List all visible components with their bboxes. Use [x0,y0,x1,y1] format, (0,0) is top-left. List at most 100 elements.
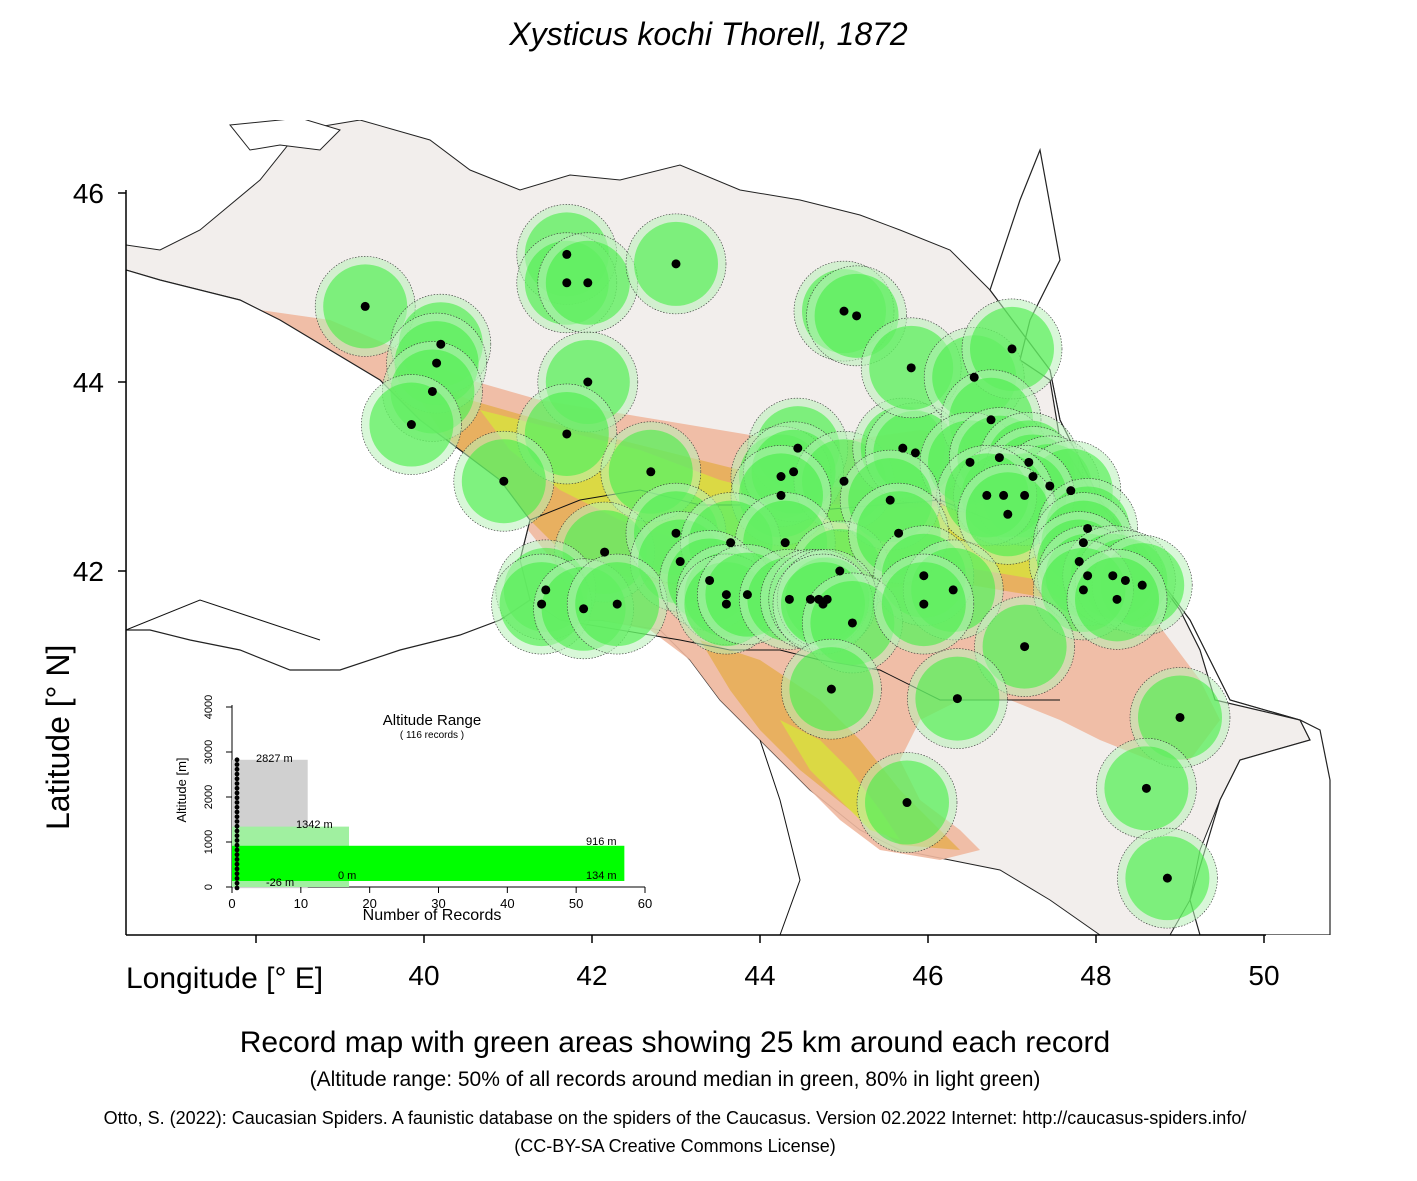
record-dot [1074,557,1084,567]
inset-x-tick-label: 10 [294,896,308,911]
y-tick-label: 46 [73,178,104,209]
inset-x-tick-label: 50 [569,896,583,911]
inset-dot [234,885,240,891]
record-dot [1007,344,1017,354]
inset-dot [234,757,240,763]
inset-dot [234,762,240,767]
x-tick-label: 42 [576,960,607,991]
inset-dot [234,766,240,772]
record-dot [562,249,572,259]
record-dot [776,472,786,481]
x-tick-label: 50 [1248,960,1279,991]
x-tick-label: 46 [912,960,943,991]
x-tick-label: 40 [408,960,439,991]
record-dot [898,443,908,453]
label-min: -26 m [266,877,294,889]
record-dot [969,372,979,382]
record-dot [1020,490,1030,500]
inset-dot [234,876,240,881]
record-dot [671,528,681,538]
label-max: 2827 m [256,753,293,765]
inset-bars [232,757,625,891]
label-p80-low: 0 m [338,870,356,882]
record-dot [671,259,681,269]
record-dot [675,557,685,567]
record-dot [885,495,895,505]
record-dot [826,684,836,694]
record-dots [360,249,1185,883]
inset-dot [234,776,240,782]
record-dot [839,306,849,316]
record-dot [793,443,803,453]
record-dot [994,453,1004,463]
inset-subtitle: ( 116 records ) [400,730,464,741]
x-tick-label: 44 [744,960,775,991]
inset-y-tick-label: 3000 [203,740,215,764]
record-dot [1066,486,1076,496]
inset-dot [234,847,240,853]
record-dot [948,585,958,595]
latitude-axis-label: Latitude [° N] [40,644,76,830]
record-dot [612,599,622,609]
inset-dot [234,785,240,791]
record-dot [847,618,857,628]
map-title: Xysticus kochi Thorell, 1872 [509,16,908,52]
record-dot [436,339,446,349]
record-dot [982,490,992,500]
record-dot [1045,481,1055,491]
record-dot [541,585,551,595]
record-dot [432,358,442,368]
record-dot [562,278,572,288]
inset-dot [234,852,240,858]
label-p50-high: 916 m [586,836,617,848]
caption-main: Record map with green areas showing 25 k… [239,1026,1111,1059]
record-dot [1078,585,1088,595]
record-dot [427,386,437,396]
inset-dot [234,833,240,839]
record-dot [835,566,845,576]
record-dot [1028,472,1038,481]
inset-dot [234,795,240,801]
x-tick-label: 48 [1080,960,1111,991]
label-p80-high: 1342 m [296,819,333,831]
record-dot [910,448,920,458]
record-dot [919,599,929,609]
record-dot [776,490,786,500]
label-p50-low: 134 m [586,870,617,882]
record-dot [1083,571,1093,581]
inset-dot [234,781,240,786]
inset-dot [234,771,240,777]
inset-dot [234,814,240,820]
record-dot [780,538,790,548]
record-dot [537,599,547,609]
inset-dot [234,809,240,815]
record-dot [406,420,416,430]
record-dot [1083,523,1093,533]
record-dot [583,377,593,387]
record-dot [1120,575,1130,585]
record-dot [839,476,849,486]
inset-x-tick-label: 40 [500,896,514,911]
license: (CC-BY-SA Creative Commons License) [514,1136,836,1156]
record-dot [952,694,962,704]
y-tick-label: 44 [73,367,104,398]
country-border [759,739,801,935]
inset-x-tick-label: 60 [638,896,652,911]
inset-dot [234,790,240,796]
country-border [126,599,321,641]
inset-x-tick-label: 30 [431,896,445,911]
record-dot [986,415,996,425]
inset-dot [234,838,240,843]
record-dot [789,467,799,477]
inset-xlabel: Number of Records [363,907,502,924]
inset-bar [232,845,625,881]
inset-dot [234,857,240,862]
inset-x-tick-label: 0 [228,896,235,911]
inset-dot [234,823,240,829]
record-dot [818,599,828,609]
record-dot [721,599,731,609]
record-dot [1175,712,1185,722]
record-dot [1108,571,1118,581]
record-dot [805,594,815,604]
